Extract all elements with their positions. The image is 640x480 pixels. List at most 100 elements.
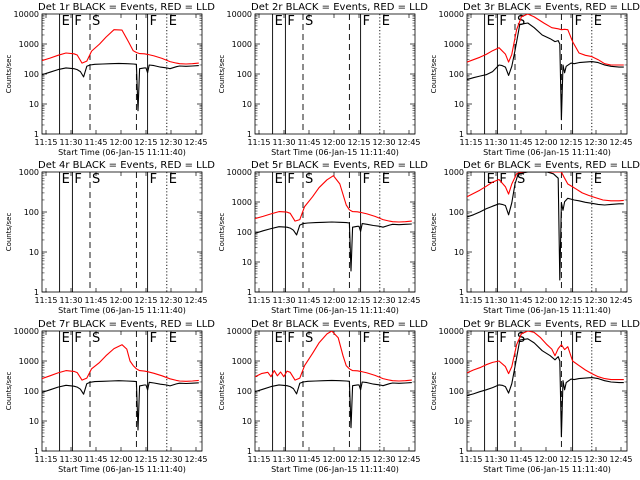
chart-title: Det 5r BLACK = Events, RED = LLD <box>251 160 428 171</box>
x-tick-label: 12:45 <box>184 296 207 305</box>
series-line-events <box>255 379 412 429</box>
x-tick-label: 11:15 <box>247 455 270 464</box>
segment-marker-label: F <box>287 172 294 187</box>
x-tick-label: 11:15 <box>247 138 270 147</box>
chart-title: Det 1r BLACK = Events, RED = LLD <box>38 2 215 13</box>
segment-marker-label: F <box>499 172 506 187</box>
segment-marker-label: F <box>150 331 157 346</box>
segment-marker-label: E <box>275 14 283 29</box>
x-tick-label: 12:45 <box>609 138 632 147</box>
segment-marker-label: E <box>275 331 283 346</box>
chart-title: Det 8r BLACK = Events, RED = LLD <box>251 319 428 330</box>
segment-marker-label: E <box>382 14 390 29</box>
segment-marker-label: E <box>62 14 70 29</box>
x-tick-label: 12:45 <box>397 138 420 147</box>
segment-marker-label: S <box>92 172 100 187</box>
y-tick-label: 100 <box>24 70 39 79</box>
chart-title: Det 7r BLACK = Events, RED = LLD <box>38 319 215 330</box>
y-tick-label: 10 <box>29 248 39 257</box>
x-tick-label: 12:45 <box>397 455 420 464</box>
x-tick-label: 11:30 <box>59 296 82 305</box>
x-tick-label: 11:45 <box>297 138 320 147</box>
x-tick-label: 11:45 <box>297 455 320 464</box>
series-line-lld <box>467 14 624 66</box>
segment-marker-label: F <box>363 14 370 29</box>
chart-title: Det 3r BLACK = Events, RED = LLD <box>463 2 640 13</box>
y-tick-label: 1000 <box>232 40 252 49</box>
x-tick-label: 11:45 <box>509 455 532 464</box>
x-tick-label: 11:45 <box>509 138 532 147</box>
y-tick-label: 10000 <box>14 327 39 336</box>
series-line-events <box>467 22 624 121</box>
chart-panel-6: Det 6r BLACK = Events, RED = LLD 1 10 100 10… <box>430 160 640 315</box>
x-tick-label: 12:15 <box>347 455 370 464</box>
x-axis-label: Start Time (06-Jan-15 11:11:40) <box>271 306 399 315</box>
segment-marker-label: F <box>499 14 506 29</box>
x-tick-label: 11:45 <box>84 296 107 305</box>
y-tick-label: 1000 <box>19 168 39 177</box>
segment-marker-label: F <box>150 172 157 187</box>
segment-marker-label: E <box>62 172 70 187</box>
x-tick-label: 12:00 <box>322 296 345 305</box>
y-tick-label: 1 <box>34 288 39 297</box>
y-tick-label: 10000 <box>439 10 464 19</box>
x-tick-label: 12:30 <box>372 138 395 147</box>
y-tick-label: 10 <box>242 417 252 426</box>
segment-marker-label: F <box>287 14 294 29</box>
chart-panel-3: Det 3r BLACK = Events, RED = LLD 1 10 100 10… <box>430 2 640 157</box>
chart-panel-5: Det 5r BLACK = Events, RED = LLD 1 10 100 10… <box>218 160 428 315</box>
x-tick-label: 12:15 <box>559 455 582 464</box>
y-axis-label: Counts/sec <box>430 213 438 252</box>
y-tick-label: 1 <box>34 130 39 139</box>
x-axis-label: Start Time (06-Jan-15 11:11:40) <box>483 306 611 315</box>
segment-marker-label: S <box>517 14 525 29</box>
x-tick-label: 12:00 <box>322 455 345 464</box>
x-tick-label: 12:00 <box>322 138 345 147</box>
y-tick-label: 10000 <box>227 327 252 336</box>
y-tick-label: 100 <box>449 208 464 217</box>
segment-marker-label: E <box>594 14 602 29</box>
series-line-lld <box>42 344 199 382</box>
x-tick-label: 12:30 <box>372 296 395 305</box>
chart-title: Det 6r BLACK = Events, RED = LLD <box>463 160 640 171</box>
y-tick-label: 1 <box>247 447 252 456</box>
x-tick-label: 12:00 <box>534 138 557 147</box>
y-tick-label: 1 <box>34 447 39 456</box>
y-tick-label: 10000 <box>439 327 464 336</box>
x-axis-label: Start Time (06-Jan-15 11:11:40) <box>58 148 186 157</box>
y-tick-label: 10 <box>29 100 39 109</box>
chart-panel-4: Det 4r BLACK = Events, RED = LLD 1 10 100 10… <box>5 160 215 315</box>
series-line-lld <box>467 331 624 381</box>
x-tick-label: 12:30 <box>584 455 607 464</box>
series-line-events <box>42 62 199 112</box>
segment-marker-label: S <box>305 14 313 29</box>
x-tick-label: 11:45 <box>297 296 320 305</box>
x-tick-label: 11:15 <box>247 296 270 305</box>
series-line-lld <box>467 172 624 202</box>
series-line-lld <box>255 331 412 382</box>
y-tick-label: 1000 <box>232 198 252 207</box>
segment-marker-label: E <box>382 331 390 346</box>
x-tick-label: 12:45 <box>184 455 207 464</box>
x-tick-label: 12:45 <box>609 455 632 464</box>
x-tick-label: 12:30 <box>159 138 182 147</box>
y-tick-label: 1 <box>459 447 464 456</box>
segment-marker-label: E <box>487 172 495 187</box>
x-tick-label: 12:15 <box>347 296 370 305</box>
x-axis-label: Start Time (06-Jan-15 11:11:40) <box>271 465 399 474</box>
y-tick-label: 1 <box>459 130 464 139</box>
y-tick-label: 10000 <box>227 10 252 19</box>
y-axis-label: Counts/sec <box>218 372 226 411</box>
x-tick-label: 12:15 <box>134 455 157 464</box>
y-axis-label: Counts/sec <box>5 372 13 411</box>
x-tick-label: 11:45 <box>84 138 107 147</box>
x-tick-label: 12:00 <box>109 455 132 464</box>
y-axis-label: Counts/sec <box>218 213 226 252</box>
segment-marker-label: E <box>382 172 390 187</box>
y-axis-label: Counts/sec <box>218 55 226 94</box>
x-tick-label: 11:45 <box>84 455 107 464</box>
y-axis-label: Counts/sec <box>5 213 13 252</box>
x-tick-label: 11:15 <box>459 296 482 305</box>
y-tick-label: 1000 <box>444 357 464 366</box>
